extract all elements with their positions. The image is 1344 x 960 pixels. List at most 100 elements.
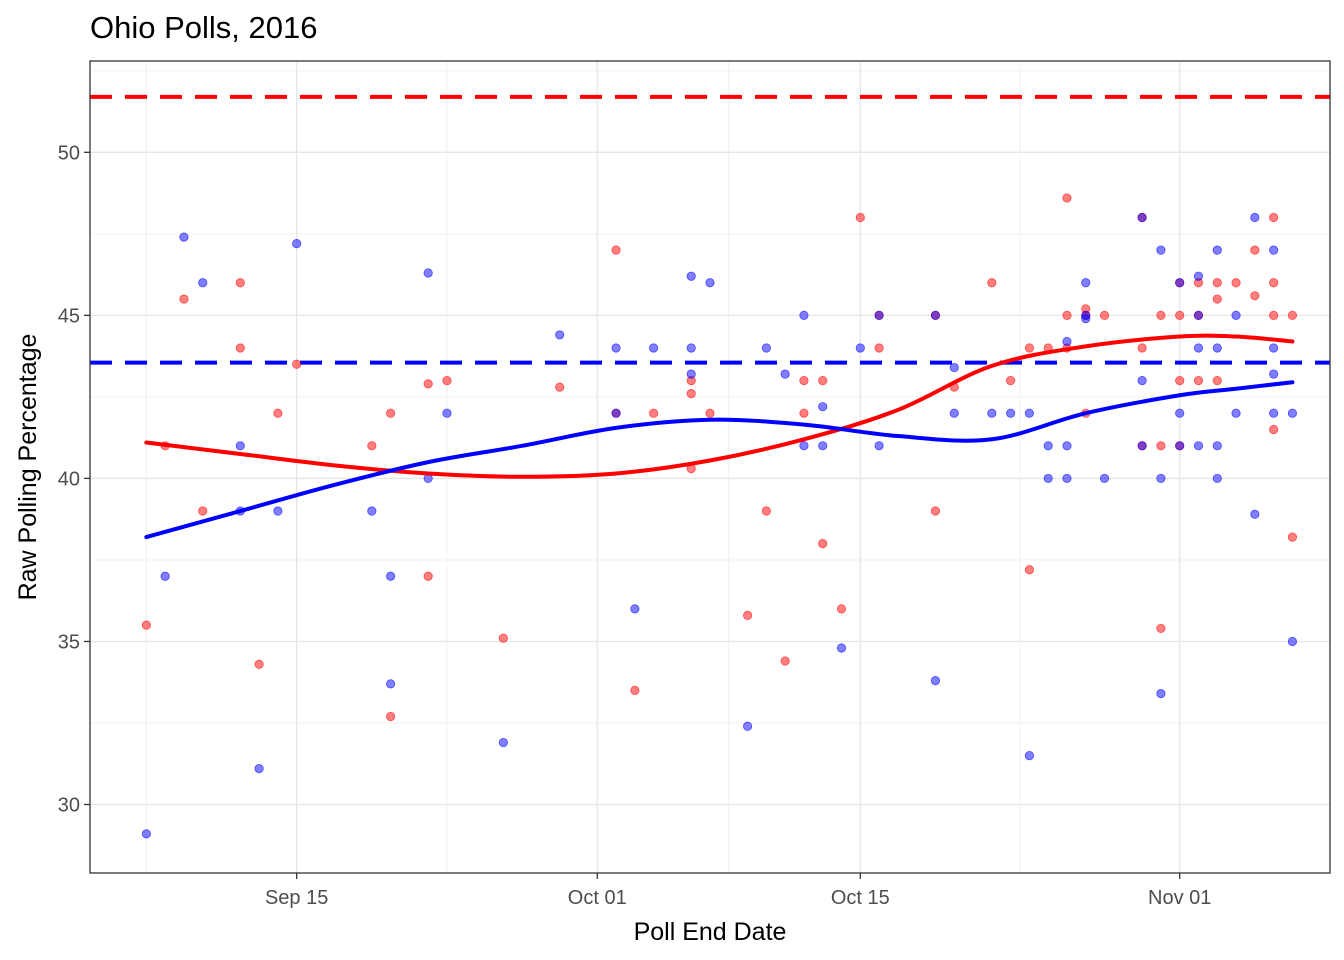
data-point xyxy=(780,369,790,379)
data-point xyxy=(367,441,377,451)
data-point xyxy=(705,278,715,288)
data-point xyxy=(930,310,941,320)
data-point xyxy=(686,389,696,399)
data-point xyxy=(235,441,245,451)
data-point xyxy=(742,610,753,620)
data-point xyxy=(254,764,264,774)
data-point xyxy=(423,379,433,389)
data-point xyxy=(874,441,884,451)
data-point xyxy=(160,571,170,581)
data-point xyxy=(498,737,508,748)
data-point xyxy=(1062,193,1072,203)
data-point xyxy=(611,408,621,418)
smooth-line xyxy=(144,333,1295,479)
data-point xyxy=(386,711,396,722)
data-point xyxy=(1137,375,1147,386)
reference-lines xyxy=(90,94,1330,365)
data-point xyxy=(1193,343,1204,353)
data-point xyxy=(649,343,659,353)
data-point xyxy=(930,675,941,686)
data-point xyxy=(1006,408,1016,418)
data-point xyxy=(836,604,847,614)
data-point xyxy=(1212,473,1222,484)
data-point xyxy=(555,330,565,340)
data-point xyxy=(273,506,283,516)
data-point xyxy=(1269,408,1279,418)
smooth-line xyxy=(144,380,1295,540)
data-point xyxy=(611,245,621,255)
data-point xyxy=(1287,636,1298,647)
data-point xyxy=(1043,473,1053,484)
data-point xyxy=(686,271,696,281)
trump-points xyxy=(141,193,1298,722)
x-axis-title: Poll End Date xyxy=(634,918,787,946)
data-point xyxy=(1062,473,1072,484)
data-point xyxy=(761,506,771,516)
data-point xyxy=(1024,408,1034,418)
data-point xyxy=(1156,473,1166,484)
x-tick-label: Oct 15 xyxy=(831,887,890,909)
data-point xyxy=(1156,623,1166,634)
data-point xyxy=(235,278,245,288)
y-axis: 30 35 40 45 50 xyxy=(58,142,90,817)
data-point xyxy=(1269,424,1279,435)
data-point xyxy=(179,232,189,242)
data-point xyxy=(1193,441,1204,451)
data-point xyxy=(799,408,809,418)
data-point xyxy=(761,343,771,353)
data-point xyxy=(611,343,621,353)
data-point xyxy=(1269,369,1279,379)
data-point xyxy=(1212,245,1222,255)
data-point xyxy=(818,441,828,451)
y-axis-title: Raw Polling Percentage xyxy=(14,334,42,601)
data-point xyxy=(1062,336,1072,347)
data-point xyxy=(1193,375,1204,386)
data-point xyxy=(1269,343,1279,353)
data-point xyxy=(1024,343,1034,353)
data-point xyxy=(1156,310,1166,320)
data-point xyxy=(423,268,433,278)
data-point xyxy=(780,656,790,666)
data-point xyxy=(1250,212,1260,223)
data-point xyxy=(235,343,245,353)
data-point xyxy=(386,679,396,689)
data-point xyxy=(1231,408,1241,418)
data-point xyxy=(1062,441,1072,451)
data-point xyxy=(1156,245,1166,255)
data-point xyxy=(799,310,809,320)
data-point xyxy=(1250,509,1260,519)
chart-title: Ohio Polls, 2016 xyxy=(90,10,318,45)
data-point xyxy=(1175,408,1185,418)
data-point xyxy=(1099,473,1110,484)
data-point xyxy=(1231,278,1241,288)
data-point xyxy=(1137,343,1147,353)
data-point xyxy=(1156,689,1166,699)
data-point xyxy=(987,278,997,288)
data-point xyxy=(1212,343,1222,353)
data-point xyxy=(1287,532,1298,542)
data-point xyxy=(855,343,865,353)
data-point xyxy=(855,212,865,223)
data-point xyxy=(1099,310,1110,320)
data-point xyxy=(386,571,396,581)
data-point xyxy=(1269,310,1279,320)
plot-panel xyxy=(90,61,1330,873)
data-point xyxy=(179,294,189,304)
data-point xyxy=(818,375,828,386)
data-point xyxy=(1024,565,1034,575)
data-point xyxy=(930,506,941,516)
data-point xyxy=(1175,375,1185,386)
data-point xyxy=(1269,212,1279,223)
data-point xyxy=(818,402,828,412)
grid-major xyxy=(90,61,1330,873)
data-point xyxy=(198,506,208,516)
y-tick-label: 30 xyxy=(58,795,80,817)
plot-border xyxy=(89,60,1331,874)
data-point xyxy=(987,408,997,418)
data-point xyxy=(555,382,565,392)
data-point xyxy=(1287,408,1298,418)
data-point xyxy=(949,408,959,418)
data-point xyxy=(1287,310,1298,320)
data-point xyxy=(1156,441,1166,451)
